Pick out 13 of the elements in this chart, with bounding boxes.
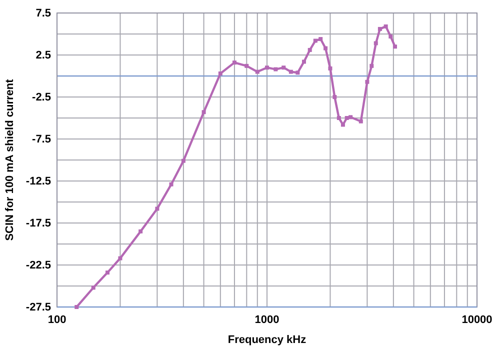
y-tick-label: -2.5 bbox=[32, 92, 51, 104]
y-tick-label: -17.5 bbox=[26, 218, 51, 230]
x-tick-label: 10000 bbox=[462, 314, 492, 326]
x-axis-title: Frequency kHz bbox=[228, 334, 307, 346]
y-tick-label: 7.5 bbox=[36, 8, 51, 20]
y-tick-label: -7.5 bbox=[32, 134, 51, 146]
y-tick-label: -27.5 bbox=[26, 302, 51, 314]
y-tick-label: 2.5 bbox=[36, 50, 51, 62]
y-axis-title: SCIN for 100 mA shield current bbox=[4, 78, 16, 241]
x-tick-label: 1000 bbox=[254, 314, 280, 326]
y-tick-label: -22.5 bbox=[26, 260, 51, 272]
x-tick-label: 100 bbox=[48, 314, 66, 326]
y-tick-label: -12.5 bbox=[26, 176, 51, 188]
